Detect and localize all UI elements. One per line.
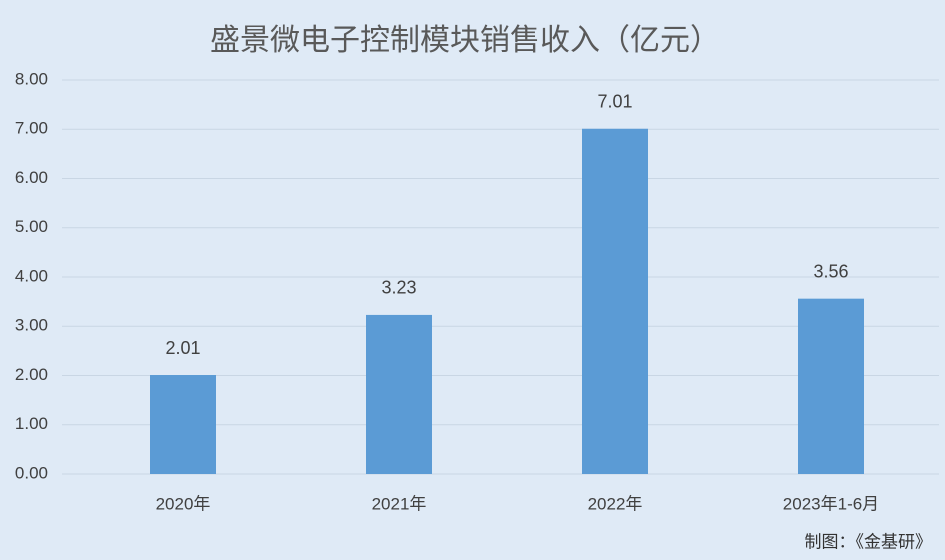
bar xyxy=(798,298,864,474)
data-label: 3.23 xyxy=(381,278,416,298)
y-tick-label: 1.00 xyxy=(15,414,48,433)
x-tick-label: 2022年 xyxy=(588,494,643,513)
data-label: 3.56 xyxy=(813,261,848,281)
y-tick-label: 8.00 xyxy=(15,69,48,88)
source-note: 制图：《金基研》 xyxy=(805,532,933,551)
bar xyxy=(366,314,432,474)
x-tick-label: 2021年 xyxy=(372,494,427,513)
data-label: 7.01 xyxy=(597,92,632,112)
x-tick-label: 2020年 xyxy=(156,494,211,513)
y-tick-label: 7.00 xyxy=(15,119,48,138)
y-tick-label: 4.00 xyxy=(15,266,48,285)
data-label: 2.01 xyxy=(165,338,200,358)
x-tick-label: 2023年1-6月 xyxy=(783,494,879,513)
bar xyxy=(582,128,648,474)
chart-title: 盛景微电子控制模块销售收入（亿元） xyxy=(210,24,720,57)
bar xyxy=(150,375,216,474)
y-tick-label: 0.00 xyxy=(15,463,48,482)
y-tick-label: 3.00 xyxy=(15,316,48,335)
y-tick-label: 5.00 xyxy=(15,217,48,236)
y-tick-label: 6.00 xyxy=(15,168,48,187)
y-tick-label: 2.00 xyxy=(15,365,48,384)
